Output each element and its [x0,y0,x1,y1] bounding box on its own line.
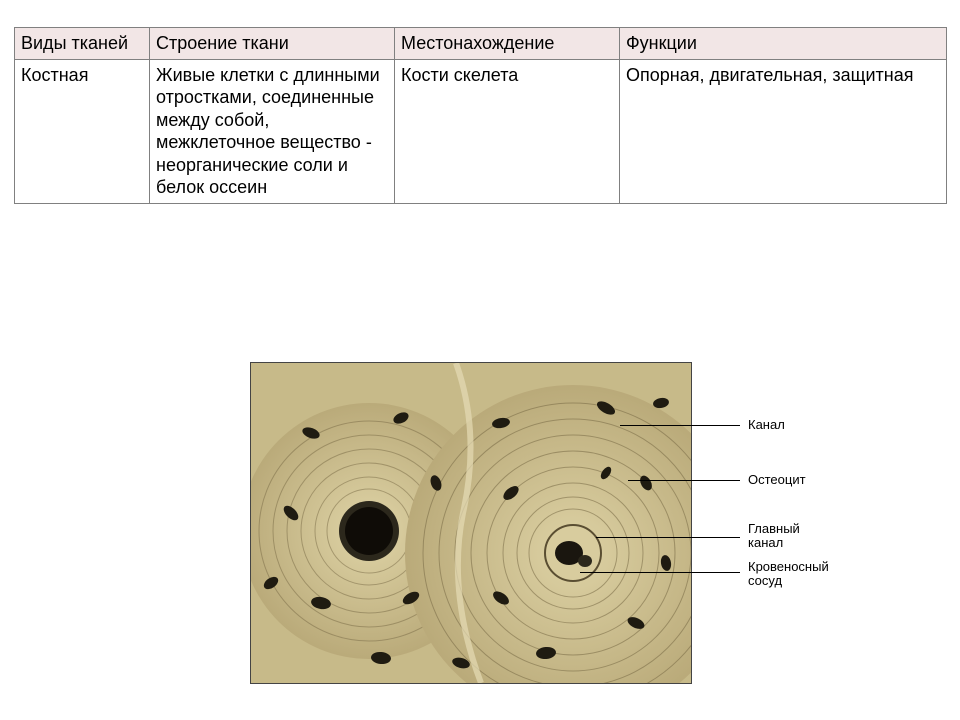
tissue-table-wrap: Виды тканей Строение ткани Местонахожден… [14,27,946,204]
col-header-location: Местонахождение [395,28,620,60]
bone-tissue-figure: Канал Остеоцит Главныйканал Кровеносныйс… [250,362,690,682]
label-main-canal: Главныйканал [748,522,800,551]
leader-blood-vessel [580,572,740,573]
cell-structure: Живые клетки с длинными отростками, соед… [150,59,395,203]
col-header-function: Функции [620,28,947,60]
col-header-type: Виды тканей [15,28,150,60]
cell-type: Костная [15,59,150,203]
cell-location: Кости скелета [395,59,620,203]
bone-micrograph [250,362,692,684]
label-blood-vessel: Кровеносныйсосуд [748,560,829,589]
table-row: Костная Живые клетки с длинными отростка… [15,59,947,203]
leader-osteocyte [628,480,740,481]
tissue-table: Виды тканей Строение ткани Местонахожден… [14,27,947,204]
cell-function: Опорная, двигательная, защитная [620,59,947,203]
label-osteocyte: Остеоцит [748,472,806,487]
leader-canal [620,425,740,426]
col-header-structure: Строение ткани [150,28,395,60]
table-header-row: Виды тканей Строение ткани Местонахожден… [15,28,947,60]
leader-main-canal [596,537,740,538]
label-canal: Канал [748,417,785,432]
